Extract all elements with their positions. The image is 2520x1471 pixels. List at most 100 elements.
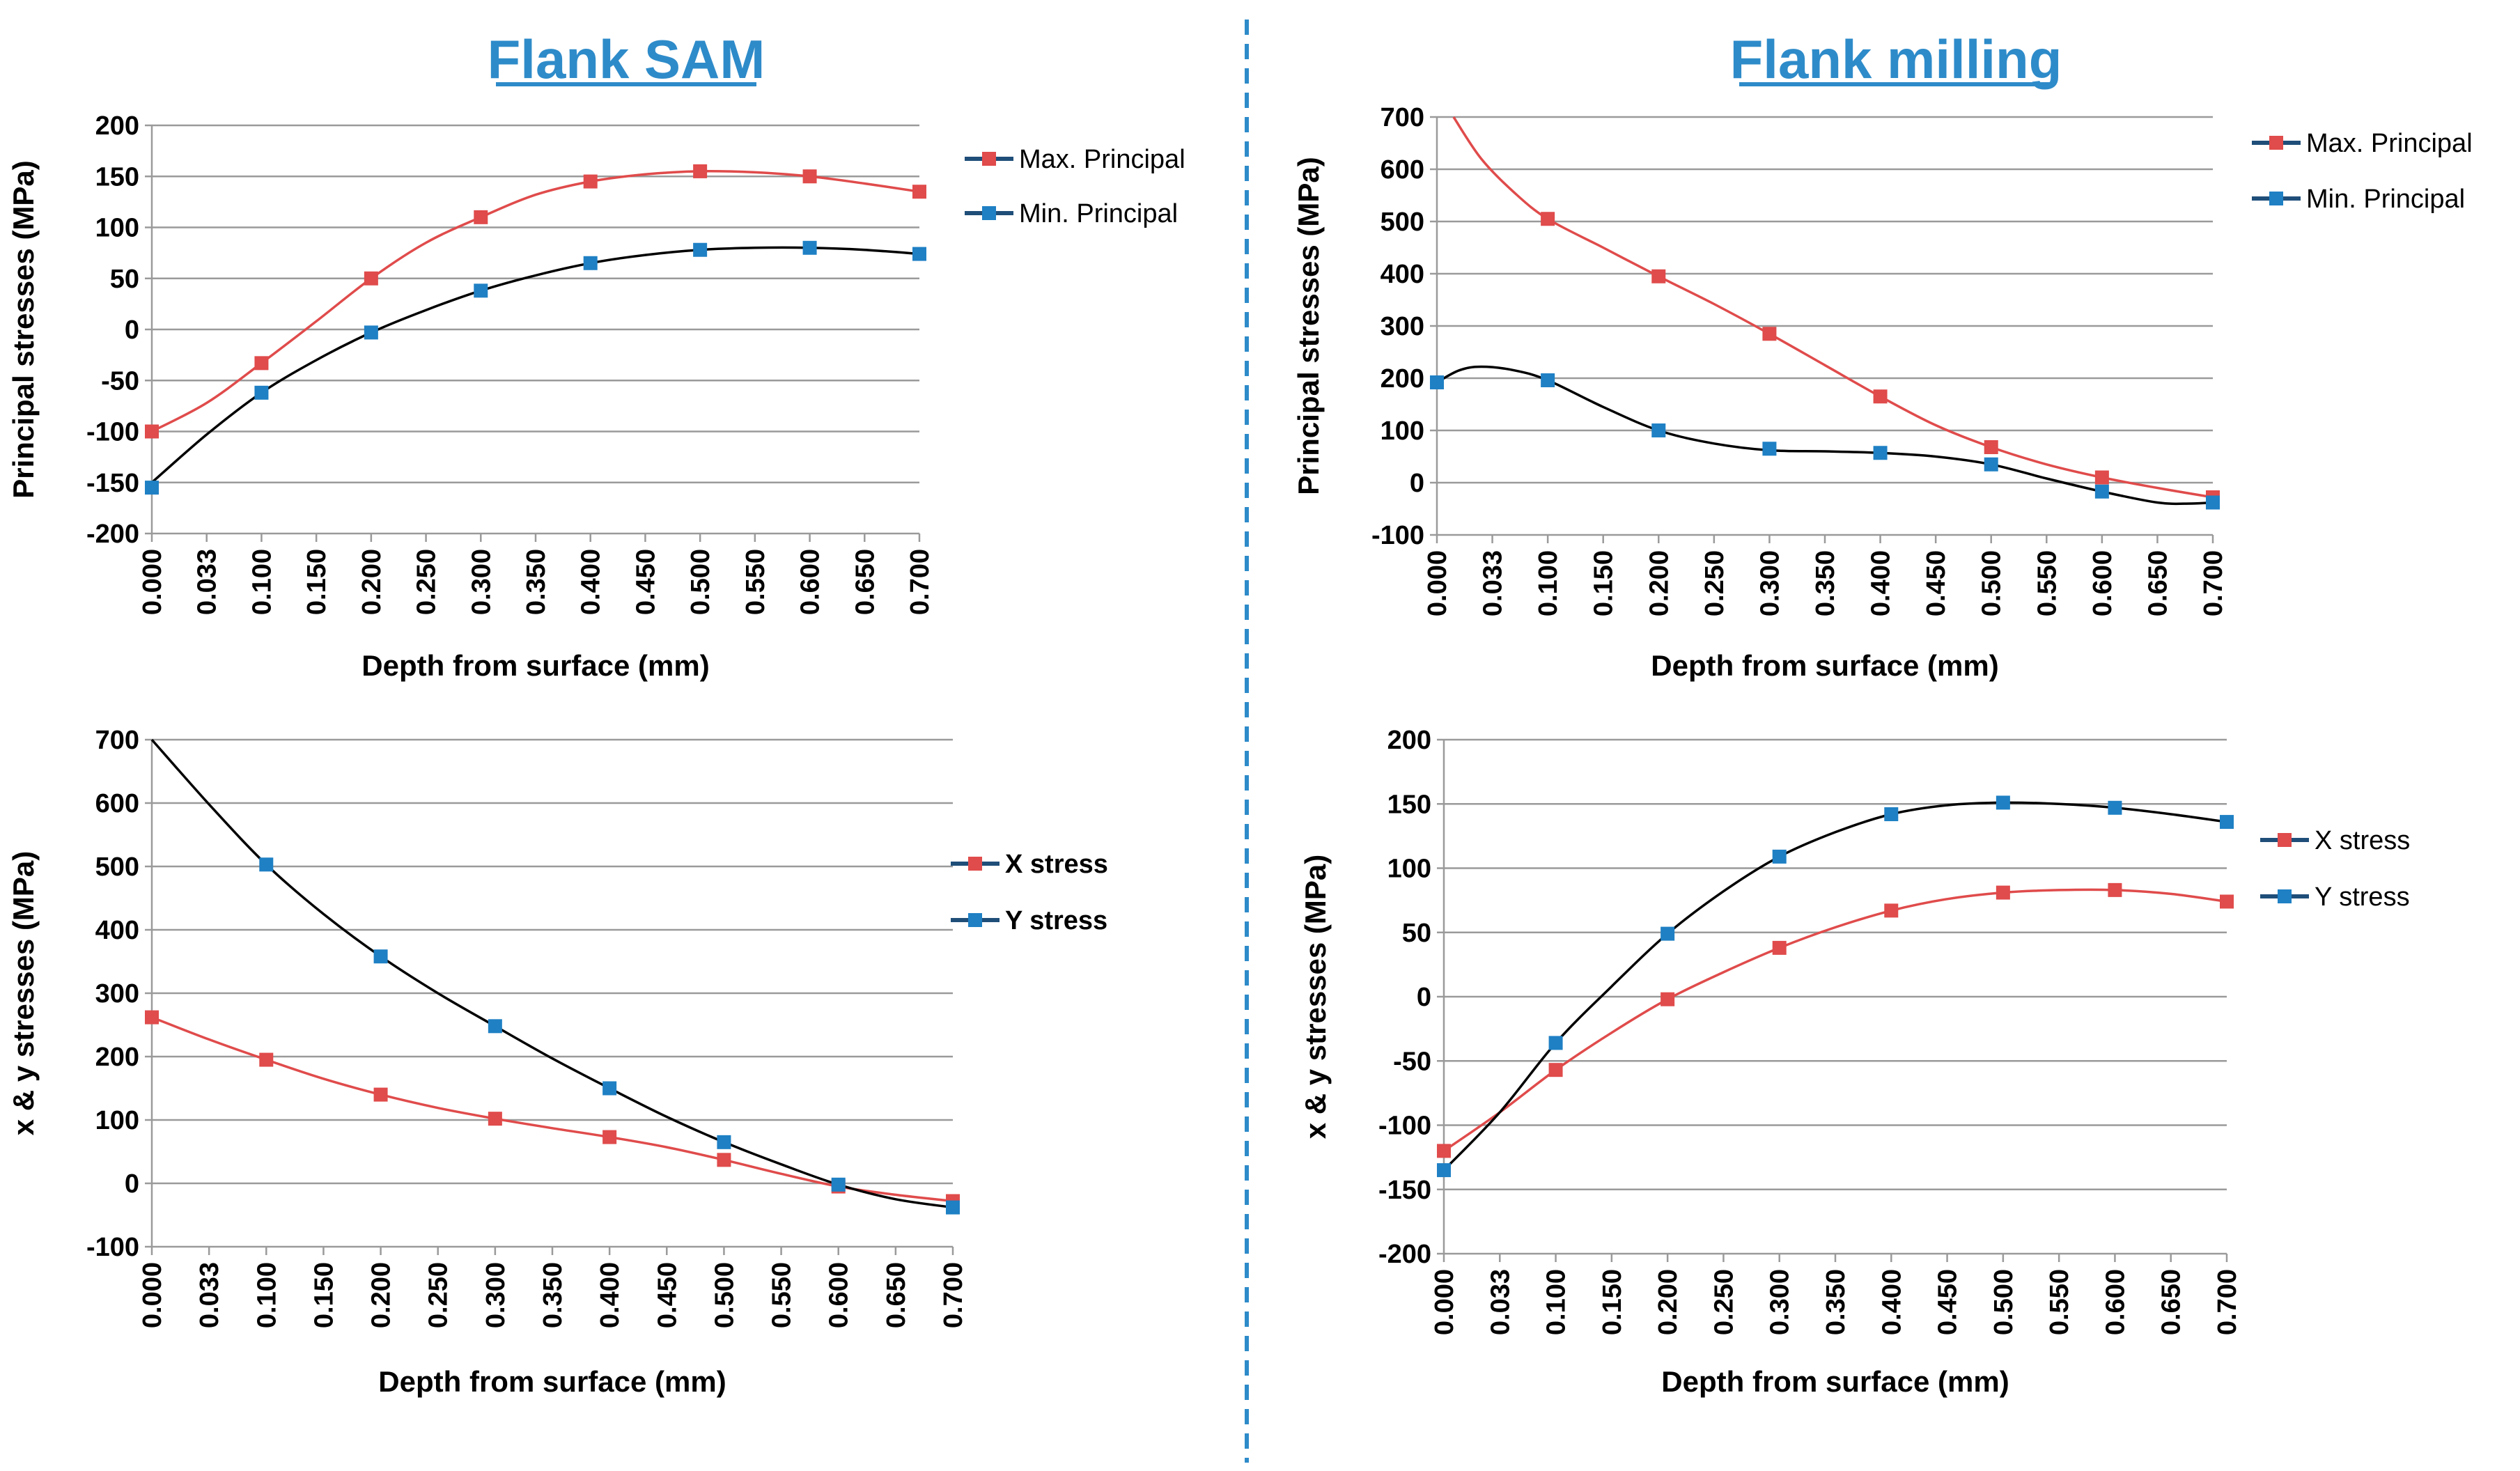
x-tick-label: 0.700	[939, 1262, 968, 1328]
legend-label: Min. Principal	[1019, 199, 1178, 228]
data-point	[1541, 212, 1555, 226]
legend-label: X stress	[2315, 826, 2410, 855]
data-point	[488, 1112, 502, 1126]
legend-marker	[2269, 136, 2283, 150]
legend-label: Y stress	[2315, 882, 2410, 912]
x-tick-label: 0.100	[1534, 550, 1563, 616]
data-point	[693, 164, 708, 178]
x-axis-label: Depth from surface (mm)	[1661, 1365, 2009, 1398]
data-point	[259, 857, 274, 872]
x-axis-label: Depth from surface (mm)	[378, 1365, 726, 1398]
x-tick-label: 0.250	[412, 549, 442, 615]
y-tick-label: -150	[1378, 1176, 1431, 1205]
data-point	[1996, 795, 2010, 810]
data-point	[1873, 446, 1888, 460]
x-tick-label: 0.600	[825, 1262, 854, 1328]
y-tick-label: 50	[1402, 919, 1431, 948]
series-curve-0	[1452, 116, 2214, 499]
y-tick-label: -100	[1371, 521, 1424, 550]
data-point	[259, 1052, 274, 1067]
data-point	[912, 247, 926, 261]
legend-marker	[2278, 833, 2292, 847]
y-tick-label: 400	[1380, 260, 1424, 289]
x-tick-label: 0.500	[1977, 550, 2007, 616]
x-tick-label: 0.550	[741, 549, 770, 615]
data-point	[693, 242, 708, 257]
y-tick-label: 400	[95, 916, 139, 945]
x-tick-label: 0.150	[309, 1262, 339, 1328]
x-tick-label: 0.000	[1423, 550, 1452, 616]
data-point	[373, 949, 388, 964]
x-tick-label: 0.250	[424, 1262, 453, 1328]
y-tick-label: 150	[1387, 790, 1431, 819]
x-tick-label: 0.150	[1598, 1269, 1627, 1335]
series-curve-1	[150, 738, 954, 1209]
x-tick-label: 0.200	[367, 1262, 396, 1328]
x-tick-label: 0.450	[653, 1262, 682, 1328]
y-tick-label: 700	[95, 726, 139, 755]
series-curve-0	[151, 169, 920, 433]
data-point	[145, 1010, 159, 1025]
y-tick-label: 0	[125, 316, 139, 345]
x-tick-label: 0.400	[577, 549, 606, 615]
x-axis-label: Depth from surface (mm)	[1651, 649, 1998, 682]
data-point	[254, 385, 269, 400]
x-tick-label: 0.350	[1821, 1269, 1851, 1335]
series-curve-0	[1443, 888, 2227, 1152]
y-tick-label: 700	[1380, 103, 1424, 132]
legend-marker	[982, 152, 996, 166]
data-point	[1884, 903, 1899, 918]
data-point	[1541, 373, 1555, 387]
y-axis-label: Principal stresses (MPa)	[1292, 157, 1325, 495]
x-tick-label: 0.600	[796, 549, 825, 615]
legend-label: Max. Principal	[1019, 145, 1185, 174]
y-tick-label: 0	[1417, 983, 1431, 1012]
x-tick-label: 0.100	[252, 1262, 281, 1328]
x-tick-label: 0.300	[1766, 1269, 1795, 1335]
x-tick-label: 0.450	[631, 549, 660, 615]
data-point	[831, 1177, 846, 1192]
data-point	[1651, 423, 1666, 437]
x-tick-label: 0.500	[710, 1262, 739, 1328]
x-tick-label: 0.200	[1644, 550, 1674, 616]
y-tick-label: 100	[95, 1106, 139, 1135]
data-point	[1651, 269, 1666, 283]
x-tick-label: 0.250	[1700, 550, 1729, 616]
x-tick-label: 0.400	[1877, 1269, 1906, 1335]
x-tick-label: 0.100	[1542, 1269, 1571, 1335]
x-tick-label: 0.350	[538, 1262, 568, 1328]
y-axis-label: x & y stresses (MPa)	[7, 851, 40, 1136]
legend-marker	[2278, 889, 2292, 903]
y-tick-label: 600	[95, 789, 139, 818]
x-tick-label: 0.300	[1755, 550, 1784, 616]
data-point	[1984, 457, 1998, 472]
x-tick-label: 0.033	[193, 549, 222, 615]
data-point	[474, 210, 488, 224]
x-tick-label: 0.600	[2101, 1269, 2130, 1335]
y-tick-label: -50	[101, 366, 139, 396]
x-tick-label: 0.200	[357, 549, 387, 615]
y-tick-label: -100	[86, 1233, 139, 1262]
data-point	[1873, 389, 1888, 404]
y-tick-label: 500	[95, 853, 139, 882]
x-tick-label: 0.300	[481, 1262, 511, 1328]
x-axis-label: Depth from surface (mm)	[361, 649, 709, 682]
data-point	[1437, 1163, 1451, 1178]
y-tick-label: 500	[1380, 208, 1424, 237]
legend-marker	[968, 913, 982, 927]
data-point	[802, 169, 817, 184]
x-tick-label: 0.033	[195, 1262, 224, 1328]
y-tick-label: 600	[1380, 155, 1424, 185]
data-point	[583, 256, 598, 270]
x-tick-label: 0.350	[522, 549, 551, 615]
legend-marker	[968, 857, 982, 871]
y-tick-label: -150	[86, 469, 139, 498]
x-tick-label: 0.300	[467, 549, 496, 615]
data-point	[1437, 1144, 1451, 1158]
data-point	[1548, 1036, 1563, 1050]
x-tick-label: 0.500	[686, 549, 715, 615]
y-tick-label: 0	[125, 1169, 139, 1199]
